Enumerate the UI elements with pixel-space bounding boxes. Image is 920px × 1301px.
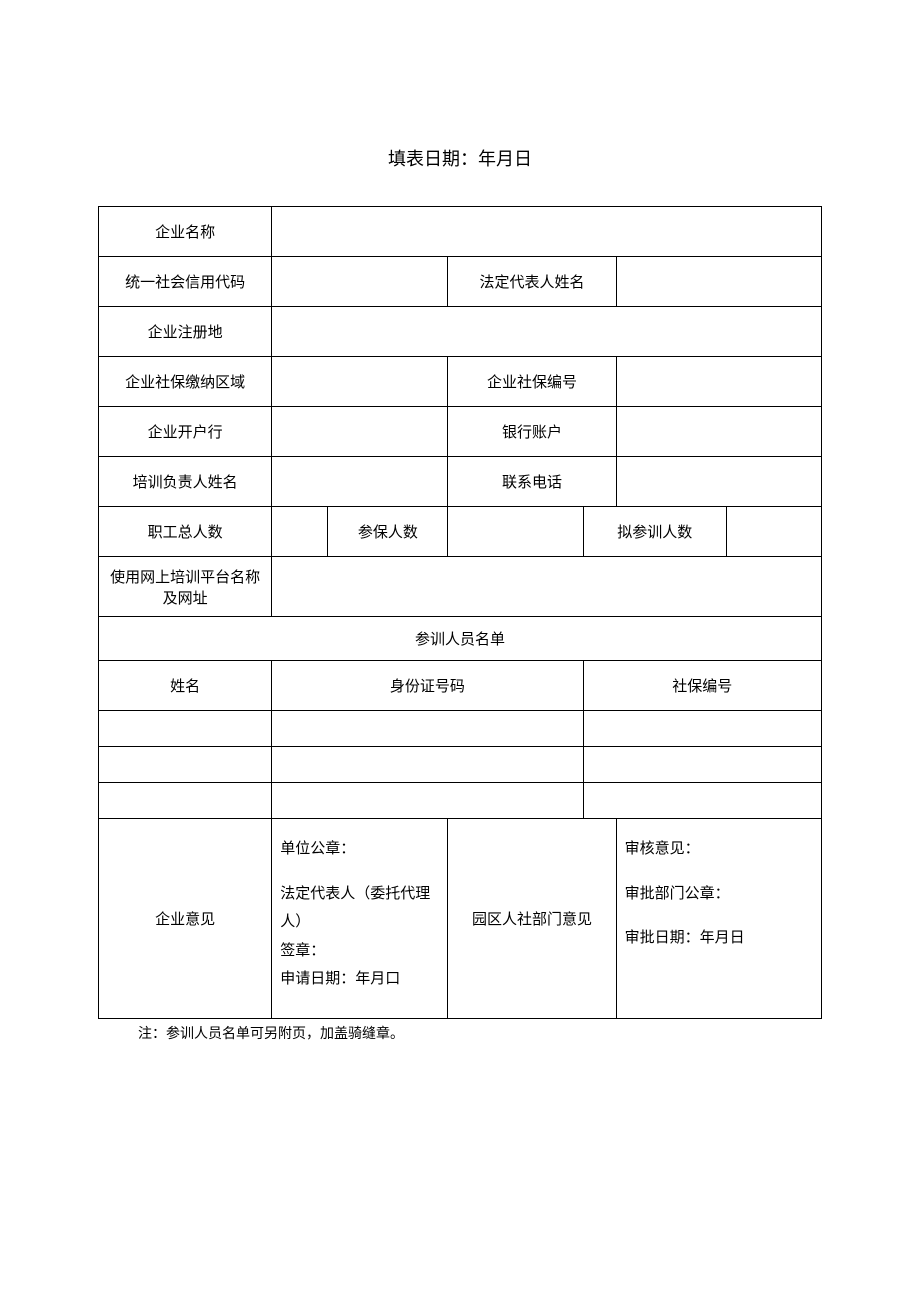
value-reg-address — [272, 307, 822, 357]
label-bank-account: 银行账户 — [448, 407, 616, 457]
trainee-row-ssn — [583, 747, 821, 783]
value-ss-number — [616, 357, 821, 407]
label-ss-region: 企业社保缴纳区域 — [99, 357, 272, 407]
label-credit-code: 统一社会信用代码 — [99, 257, 272, 307]
trainee-row-name — [99, 783, 272, 819]
value-training-mgr — [272, 457, 448, 507]
label-training-mgr: 培训负责人姓名 — [99, 457, 272, 507]
value-platform — [272, 557, 822, 617]
form-table: 企业名称 统一社会信用代码 法定代表人姓名 企业注册地 企业社保缴纳区域 企业社… — [98, 206, 822, 1019]
label-platform: 使用网上培训平台名称及网址 — [99, 557, 272, 617]
label-reg-address: 企业注册地 — [99, 307, 272, 357]
proxy-text: 法定代表人（委托代理人） — [280, 880, 439, 937]
value-credit-code — [272, 257, 448, 307]
label-planned: 拟参训人数 — [583, 507, 726, 557]
seal-text: 单位公章： — [280, 835, 439, 864]
trainee-row-id — [272, 747, 583, 783]
label-bank-name: 企业开户行 — [99, 407, 272, 457]
label-company-opinion: 企业意见 — [99, 819, 272, 1019]
value-phone — [616, 457, 821, 507]
approve-date-text: 审批日期：年月日 — [625, 924, 813, 953]
value-total-emp — [272, 507, 328, 557]
label-trainee-list: 参训人员名单 — [99, 617, 822, 661]
value-insured — [448, 507, 583, 557]
col-name: 姓名 — [99, 661, 272, 711]
footnote: 注：参训人员名单可另附页，加盖骑缝章。 — [138, 1023, 822, 1043]
col-ssn: 社保编号 — [583, 661, 821, 711]
trainee-row-id — [272, 711, 583, 747]
value-ss-region — [272, 357, 448, 407]
trainee-row-name — [99, 711, 272, 747]
value-bank-name — [272, 407, 448, 457]
value-company-name — [272, 207, 822, 257]
apply-date-text: 申请日期：年月口 — [280, 965, 439, 994]
trainee-row-ssn — [583, 711, 821, 747]
trainee-row-name — [99, 747, 272, 783]
label-phone: 联系电话 — [448, 457, 616, 507]
label-total-emp: 职工总人数 — [99, 507, 272, 557]
sign-text: 签章： — [280, 937, 439, 966]
value-planned — [726, 507, 821, 557]
label-insured: 参保人数 — [328, 507, 448, 557]
value-legal-rep — [616, 257, 821, 307]
value-bank-account — [616, 407, 821, 457]
approval-block: 审核意见： 审批部门公章： 审批日期：年月日 — [616, 819, 821, 1019]
signature-block: 单位公章： 法定代表人（委托代理人） 签章： 申请日期：年月口 — [272, 819, 448, 1019]
trainee-row-ssn — [583, 783, 821, 819]
review-opinion-text: 审核意见： — [625, 835, 813, 864]
date-header: 填表日期：年月日 — [98, 145, 822, 171]
trainee-row-id — [272, 783, 583, 819]
dept-seal-text: 审批部门公章： — [625, 880, 813, 909]
label-legal-rep: 法定代表人姓名 — [448, 257, 616, 307]
label-ss-number: 企业社保编号 — [448, 357, 616, 407]
label-company-name: 企业名称 — [99, 207, 272, 257]
col-id: 身份证号码 — [272, 661, 583, 711]
label-dept-opinion: 园区人社部门意见 — [448, 819, 616, 1019]
